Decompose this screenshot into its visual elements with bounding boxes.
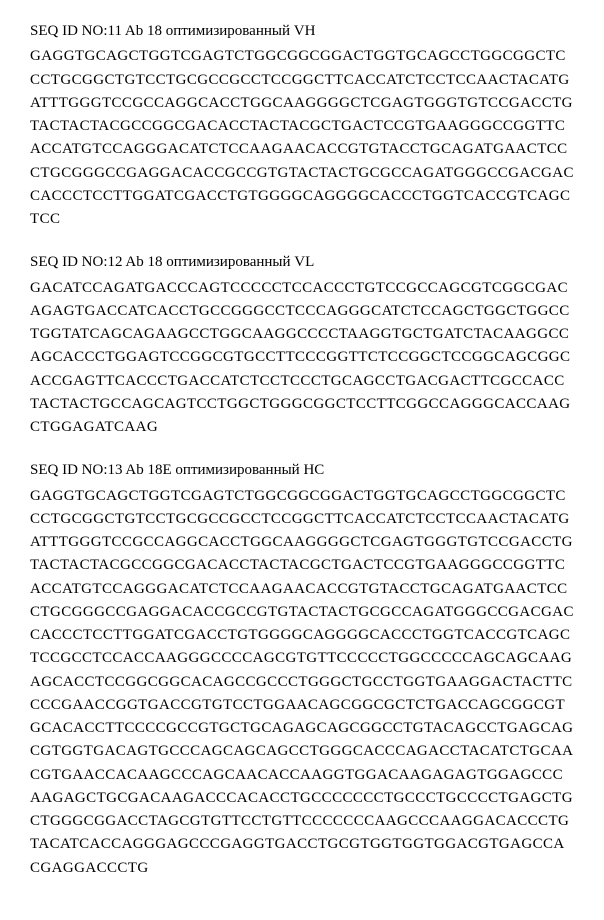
sequence-header: SEQ ID NO:12 Ab 18 оптимизированный VL [30,251,574,274]
sequence-body: GACATCCAGATGACCCAGTCCCCCTCCACCCTGTCCGCCA… [30,277,574,440]
sequence-body: GAGGTGCAGCTGGTCGAGTCTGGCGGCGGACTGGTGCAGC… [30,485,574,880]
sequence-header: SEQ ID NO:13 Ab 18E оптимизированный HC [30,459,574,482]
sequence-entry: SEQ ID NO:11 Ab 18 оптимизированный VH G… [30,20,574,231]
sequence-body: GAGGTGCAGCTGGTCGAGTCTGGCGGCGGACTGGTGCAGC… [30,45,574,231]
sequence-header: SEQ ID NO:11 Ab 18 оптимизированный VH [30,20,574,43]
sequence-entry: SEQ ID NO:13 Ab 18E оптимизированный HC … [30,459,574,880]
sequence-entry: SEQ ID NO:12 Ab 18 оптимизированный VL G… [30,251,574,439]
sequence-document: SEQ ID NO:11 Ab 18 оптимизированный VH G… [30,20,574,880]
